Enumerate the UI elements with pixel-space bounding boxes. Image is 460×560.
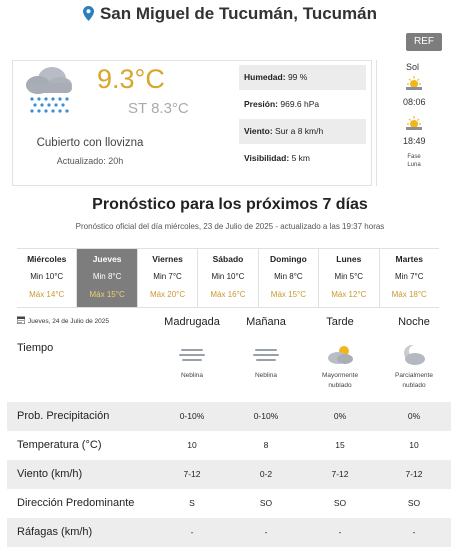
forecast-title: Pronóstico para los próximos 7 días: [92, 196, 368, 213]
current-temperature: 9.3°C: [97, 64, 165, 94]
row-wind: Viento (km/h) 7-12 0-2 7-12 7-12: [7, 460, 451, 489]
feels-like-temperature: ST 8.3°C: [128, 100, 189, 117]
weather-desc-tarde: Mayormente nublado: [321, 372, 359, 389]
ref-button[interactable]: REF: [406, 33, 442, 51]
day-tab-viernes[interactable]: Viernes Min 7°C Máx 20°C: [138, 249, 199, 307]
table-cell: SO: [259, 498, 273, 508]
table-cell: 15: [335, 440, 345, 450]
table-cell: -: [338, 527, 342, 537]
day-tab-martes[interactable]: Martes Min 7°C Máx 18°C: [391, 254, 427, 299]
sunrise-time: 08:06: [403, 97, 426, 107]
location-title: San Miguel de Tucumán, Tucumán: [0, 4, 460, 26]
sun-divider: [376, 60, 377, 186]
table-cell: 0%: [333, 411, 347, 421]
forecast-subtitle: Pronóstico oficial del día miércoles, 23…: [75, 222, 385, 231]
period-madrugada: Madrugada: [164, 316, 220, 328]
table-cell: 10: [187, 440, 197, 450]
table-cell: 7-12: [331, 469, 349, 479]
table-cell: 8: [263, 440, 269, 450]
day-tab-sabado[interactable]: Sábado Min 10°C Máx 16°C: [198, 249, 259, 307]
table-cell: SO: [407, 498, 421, 508]
period-tarde: Tarde: [326, 316, 354, 328]
row-wind-direction: Dirección Predominante S SO SO SO: [7, 489, 451, 518]
tiempo-label: Tiempo: [17, 342, 54, 354]
location-pin-icon: [82, 6, 94, 26]
period-manana: Mañana: [246, 316, 286, 328]
location-name: San Miguel de Tucumán, Tucumán: [99, 4, 378, 23]
current-conditions-panel: [12, 60, 372, 186]
calendar-icon: [16, 316, 26, 326]
stat-wind: Viento: Sur a 8 km/h: [239, 119, 366, 144]
detail-date: Jueves, 24 de Julio de 2025: [16, 316, 109, 326]
table-cell: 0-10%: [253, 411, 279, 421]
day-tab-miercoles[interactable]: Miércoles Min 10°C Máx 14°C: [17, 249, 78, 307]
stat-visibility: Visibilidad: 5 km: [244, 153, 310, 163]
table-cell: -: [190, 527, 194, 537]
day-tabs: Miércoles Min 10°C Máx 14°C Jueves Min 8…: [17, 248, 439, 308]
day-tab-domingo[interactable]: Domingo Min 8°C Máx 15°C: [259, 249, 320, 307]
stat-humidity: Humedad: 99 %: [239, 65, 366, 90]
table-cell: 10: [409, 440, 419, 450]
sunset-time: 18:49: [403, 136, 426, 146]
table-cell: 7-12: [405, 469, 423, 479]
sun-title: Sol: [406, 62, 420, 72]
cloud-drizzle-icon: [22, 63, 76, 118]
partly-cloudy-day-icon: [325, 343, 355, 367]
table-cell: -: [264, 527, 268, 537]
updated-time: Actualizado: 20h: [56, 156, 124, 166]
day-tab-jueves[interactable]: Jueves Min 8°C Máx 15°C: [77, 249, 138, 307]
table-cell: 7-12: [183, 469, 201, 479]
stat-pressure: Presión: 969.6 hPa: [244, 99, 320, 109]
table-cell: 0-2: [259, 469, 273, 479]
fog-icon: [177, 343, 207, 367]
sunrise-icon: [406, 76, 422, 95]
sunset-icon: [406, 116, 422, 135]
fog-icon: [251, 343, 281, 367]
table-cell: SO: [333, 498, 347, 508]
weather-desc-manana: Neblina: [254, 372, 278, 379]
row-precipitation: Prob. Precipitación 0-10% 0-10% 0% 0%: [7, 402, 451, 431]
current-condition: Cubierto con llovizna: [36, 137, 144, 149]
weather-desc-madrugada: Neblina: [180, 372, 204, 379]
row-temperature: Temperatura (°C) 10 8 15 10: [7, 431, 451, 460]
day-tab-lunes[interactable]: Lunes Min 5°C Máx 12°C: [319, 249, 380, 307]
table-cell: -: [412, 527, 416, 537]
period-noche: Noche: [398, 316, 430, 328]
row-gusts: Ráfagas (km/h) - - - -: [7, 518, 451, 547]
table-cell: 0-10%: [179, 411, 205, 421]
table-cell: 0%: [407, 411, 421, 421]
table-cell: S: [189, 498, 195, 508]
moon-phase-label: Fase Luna: [407, 154, 421, 168]
weather-desc-noche: Parcialmente nublado: [395, 372, 433, 389]
partly-cloudy-night-icon: [399, 343, 429, 367]
